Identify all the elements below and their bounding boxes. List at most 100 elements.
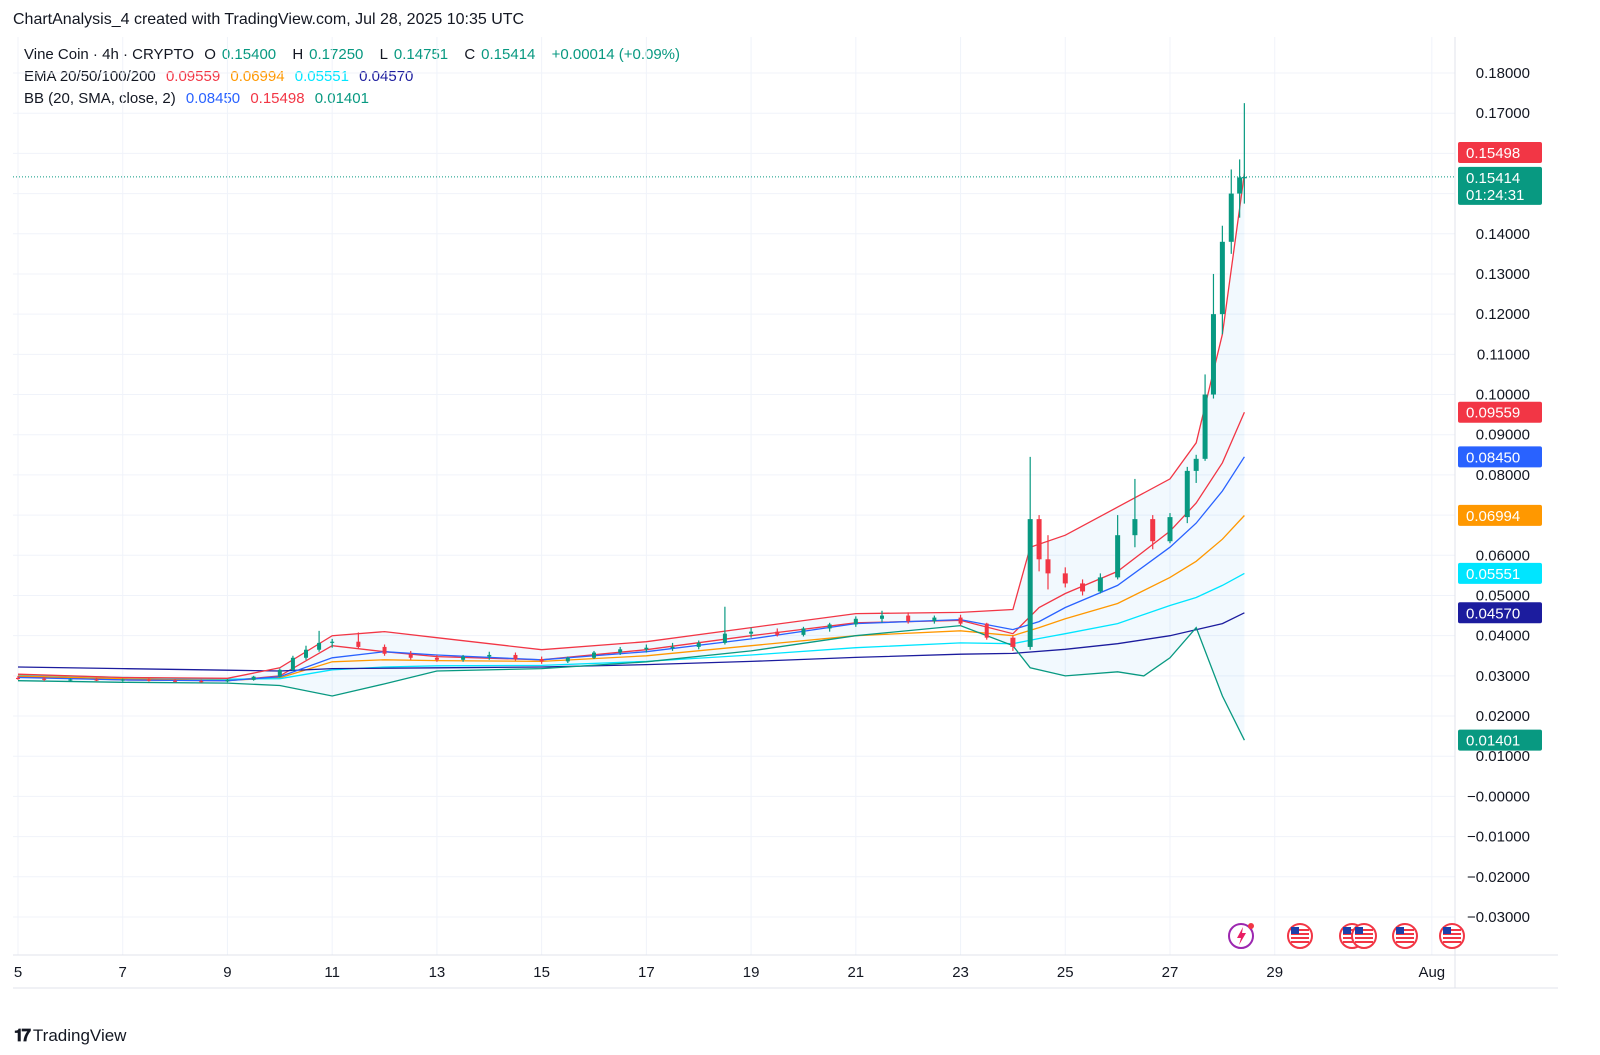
price-tag-bg [1458, 166, 1542, 205]
flag-stripe [1396, 929, 1414, 931]
candle [173, 679, 178, 683]
candle [906, 612, 911, 624]
candle-body [775, 631, 780, 635]
price-tick-label: −0.01000 [1467, 829, 1530, 846]
flag-stripe [1291, 937, 1309, 939]
candle-body [330, 641, 335, 643]
candle [304, 645, 308, 660]
candle-body [932, 617, 937, 622]
chart-grid [13, 37, 1558, 989]
candle [251, 675, 256, 681]
candle-body [304, 649, 308, 658]
price-tick-label: 0.09000 [1476, 427, 1530, 444]
low-value: 0.14751 [393, 46, 449, 63]
candle [1228, 169, 1234, 254]
price-tag: 0.04570 [1458, 602, 1542, 624]
price-tick-label: 0.14000 [1476, 226, 1530, 243]
candle-body [565, 657, 570, 662]
candle-body [1202, 394, 1208, 459]
price-tag: 0.08450 [1458, 446, 1542, 468]
flag-stripe [1355, 941, 1373, 943]
candle [1115, 515, 1121, 580]
us-flag-event-icon[interactable] [1439, 923, 1465, 949]
event-dot [1248, 923, 1254, 929]
candle [461, 654, 466, 662]
candle-body [696, 642, 701, 647]
time-tick-label: Aug [1418, 964, 1445, 981]
candle [827, 622, 832, 632]
indicator-lines [13, 173, 1455, 741]
time-tick-label: 5 [14, 964, 22, 981]
price-tick-label: 0.17000 [1476, 105, 1530, 122]
price-tick-label: 0.05000 [1476, 587, 1530, 604]
bb-upper-value: 0.15498 [250, 90, 305, 107]
candle-body [513, 654, 518, 659]
candle-body [1080, 583, 1086, 592]
price-chart[interactable]: 0.18000 0.17000 0.14000 0.13000 0.12000 0.110… [0, 0, 1600, 1000]
candle-body [618, 649, 623, 653]
ema20-value: 0.09559 [165, 68, 221, 85]
candle [146, 678, 151, 682]
price-tag-bg [1458, 401, 1542, 423]
candle-body [68, 679, 73, 681]
candle-body [1132, 519, 1138, 536]
candle-body [592, 652, 596, 658]
bb-lower-line [17, 624, 1245, 741]
flag-stripe [1396, 941, 1414, 943]
us-flag-event-icon[interactable] [1351, 923, 1377, 949]
candle-body [408, 653, 413, 658]
price-tag-bg [1458, 729, 1542, 751]
price-tick-label: 0.08000 [1476, 467, 1530, 484]
change-value: +0.00014 (+0.09%) [551, 46, 681, 63]
candle-body [317, 642, 322, 650]
flag-canton [1396, 927, 1404, 934]
candle-body [42, 678, 47, 680]
tradingview-brand[interactable]: 𝟏𝟕 TradingView [14, 1026, 126, 1046]
candle [1184, 466, 1190, 524]
lightning-event-icon[interactable] [1228, 923, 1254, 949]
candle-body [984, 623, 989, 638]
candle-body [539, 658, 544, 662]
us-flag-event-icon[interactable] [1392, 923, 1418, 949]
candle-body [801, 628, 806, 635]
candle [592, 650, 596, 659]
ema50-value: 0.06994 [230, 68, 285, 85]
flag-stripe [1443, 937, 1461, 939]
candle [382, 644, 387, 656]
candle-body [120, 679, 125, 681]
flag-stripe [1343, 929, 1361, 931]
candle [1036, 515, 1042, 572]
candle-body [1237, 177, 1243, 194]
us-flag-event-icon[interactable] [1287, 923, 1313, 949]
candle-body [958, 617, 963, 624]
flag-canton [1355, 927, 1363, 934]
candle-body [722, 633, 727, 643]
candle [1062, 567, 1068, 588]
candle-body [199, 681, 204, 683]
candle [1010, 635, 1016, 651]
price-tag-value: 0.01401 [1466, 733, 1520, 750]
candle [94, 677, 99, 682]
candle [670, 642, 675, 651]
bb-lower-value: 0.01401 [314, 90, 369, 107]
candle [317, 630, 322, 652]
bb-upper-line [17, 173, 1246, 679]
candle [1150, 515, 1156, 550]
price-tag: 0.15498 [1458, 142, 1542, 164]
candle [984, 622, 989, 640]
candle [539, 656, 544, 664]
flag-stripe [1396, 933, 1414, 935]
candle-body [94, 679, 99, 681]
candle [1097, 573, 1103, 594]
candle [1045, 535, 1051, 590]
price-tag: 0.01401 [1458, 729, 1542, 751]
brand-label: TradingView [32, 1026, 127, 1045]
candle-body [853, 618, 858, 625]
candle-body [644, 647, 649, 650]
candle [1219, 225, 1225, 335]
candle-body [1097, 577, 1103, 592]
price-tag-value: 0.08450 [1466, 449, 1520, 466]
flag-stripe [1291, 929, 1309, 931]
